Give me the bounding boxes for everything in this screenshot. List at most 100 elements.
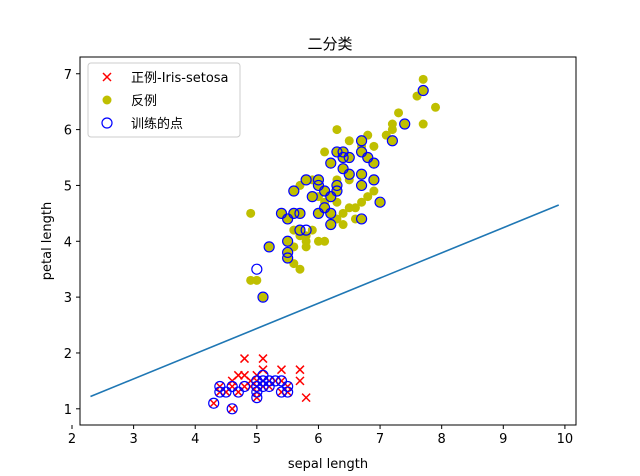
training-point	[282, 213, 294, 225]
training-point	[251, 392, 263, 404]
positive-point	[239, 354, 250, 364]
negative-point	[418, 74, 428, 84]
x-tick-label: 10	[557, 432, 574, 447]
legend-label-positive: 正例-Iris-setosa	[131, 71, 229, 86]
training-point	[263, 241, 275, 253]
legend-label-training: 训练的点	[131, 116, 183, 132]
training-point	[269, 375, 281, 387]
training-point	[362, 151, 374, 164]
x-tick-label: 4	[191, 432, 199, 447]
training-point	[312, 207, 325, 219]
training-point	[251, 263, 263, 275]
y-tick-label: 4	[64, 235, 72, 250]
y-tick-label: 3	[64, 291, 72, 306]
training-point	[275, 386, 288, 398]
negative-point	[338, 208, 348, 218]
negative-point	[357, 136, 367, 146]
negative-point	[332, 197, 342, 207]
training-point	[294, 224, 306, 236]
positive-point-stroke	[295, 376, 305, 386]
training-point	[337, 163, 349, 175]
positive-point	[209, 398, 219, 408]
training-point	[294, 207, 306, 219]
negative-point	[320, 147, 330, 157]
negative-point	[431, 102, 441, 112]
training-point	[386, 135, 398, 147]
negative-point	[363, 130, 373, 140]
negative-point	[418, 119, 428, 129]
training-point	[251, 380, 263, 393]
training-point	[257, 369, 269, 381]
negative-point	[338, 220, 348, 230]
training-point	[300, 174, 312, 186]
negative-point	[350, 203, 360, 213]
negative-point	[264, 242, 274, 252]
positive-point-stroke	[301, 393, 311, 403]
negative-point	[400, 119, 410, 129]
positive-point	[276, 365, 287, 375]
training-point	[282, 380, 294, 393]
positive-point	[227, 404, 237, 414]
negative-point	[375, 197, 385, 207]
training-point	[374, 196, 386, 208]
positive-point	[295, 376, 305, 386]
training-point	[325, 218, 337, 231]
y-tick-label: 1	[64, 403, 72, 418]
positive-point-stroke	[276, 376, 287, 386]
training-point	[417, 84, 429, 97]
positive-point-stroke	[239, 354, 250, 364]
training-point	[325, 191, 337, 203]
training-point	[343, 151, 355, 164]
training-point	[355, 146, 368, 158]
x-tick-label: 3	[129, 432, 137, 447]
negative-point	[344, 136, 354, 146]
training-point	[368, 157, 380, 169]
negative-point	[357, 214, 367, 224]
x-tick-label: 7	[376, 432, 384, 447]
training-point	[355, 135, 368, 147]
x-tick-label: 5	[253, 432, 261, 447]
training-point	[257, 291, 269, 303]
negative-point	[246, 208, 256, 218]
legend-marker-x	[102, 72, 112, 82]
training-point	[263, 375, 275, 387]
negative-point	[418, 86, 428, 96]
positive-point-stroke	[258, 354, 268, 364]
negative-point	[369, 186, 379, 196]
training-point	[325, 207, 337, 219]
y-tick-label: 7	[64, 68, 72, 83]
negative-point	[320, 236, 330, 246]
legend-label-negative: 反例	[131, 94, 157, 109]
training-point	[275, 375, 288, 387]
negative-point	[289, 186, 299, 196]
training-point	[251, 386, 263, 398]
x-axis-label: sepal length	[288, 457, 368, 472]
y-tick-label: 6	[64, 124, 72, 139]
training-point	[282, 386, 294, 398]
training-point	[282, 252, 294, 264]
training-point	[355, 213, 368, 225]
negative-point	[258, 292, 268, 302]
training-point	[337, 151, 349, 164]
negative-point	[387, 119, 397, 129]
legend-box	[87, 62, 241, 138]
training-point	[263, 380, 275, 393]
training-point	[226, 380, 238, 393]
training-point	[306, 191, 318, 203]
negative-point	[394, 108, 404, 118]
negative-point	[326, 158, 336, 168]
training-point	[343, 168, 355, 180]
negative-point	[357, 169, 367, 179]
training-point	[238, 380, 251, 393]
positive-point	[258, 354, 268, 364]
x-tick-label: 6	[314, 432, 322, 447]
training-point	[399, 118, 411, 130]
positive-point-stroke	[209, 398, 219, 408]
x-tick-label: 8	[438, 432, 446, 447]
training-point	[214, 380, 226, 393]
y-tick-label: 5	[64, 179, 72, 194]
negative-point	[369, 175, 379, 185]
training-point	[282, 235, 294, 247]
negative-point	[283, 236, 293, 246]
